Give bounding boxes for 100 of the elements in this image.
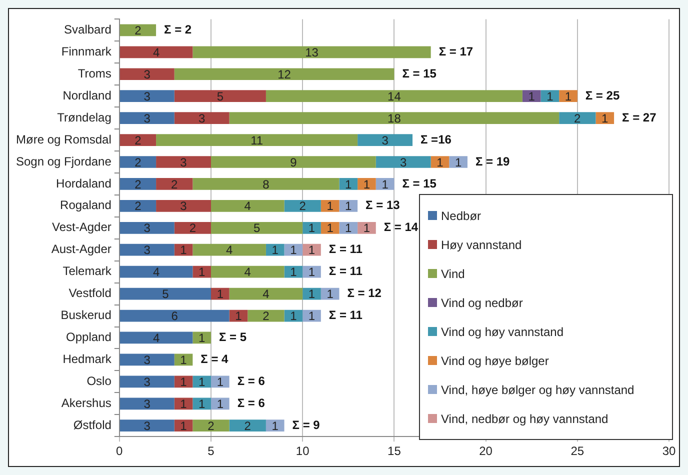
bar <box>211 156 376 168</box>
bar <box>120 398 174 410</box>
bar <box>229 420 266 432</box>
data-label: 1 <box>308 265 316 280</box>
y-tick-label: Troms <box>78 66 112 80</box>
data-label: 2 <box>134 177 142 192</box>
bar <box>192 376 211 388</box>
data-label: 1 <box>198 265 206 280</box>
data-label: 1 <box>198 374 206 389</box>
data-label: 12 <box>278 67 292 82</box>
y-tick-label: Østfold <box>73 418 112 432</box>
bar <box>192 244 266 256</box>
data-label: 1 <box>180 353 188 368</box>
total-label: Σ = 25 <box>585 88 620 102</box>
data-label: 1 <box>235 309 242 324</box>
x-tick-label: 25 <box>570 444 584 458</box>
bar <box>211 266 284 278</box>
y-tick-label: Svalbard <box>64 22 112 36</box>
bar <box>174 222 211 234</box>
bar <box>449 156 468 168</box>
data-label: 1 <box>308 287 316 302</box>
data-label: 2 <box>171 177 178 192</box>
data-label: 1 <box>180 243 188 258</box>
total-label: Σ = 17 <box>438 44 474 58</box>
data-label: 2 <box>189 221 196 236</box>
total-label: Σ = 2 <box>164 22 192 36</box>
data-label: 3 <box>198 111 206 126</box>
total-label: Σ = 13 <box>366 198 400 212</box>
total-label: Σ = 11 <box>328 264 363 278</box>
bar <box>120 310 230 322</box>
data-label: 1 <box>180 374 188 389</box>
total-label: Σ = 15 <box>402 66 437 80</box>
legend-label: Vind, høye bølger og høy vannstand <box>441 382 634 396</box>
data-label: 1 <box>345 221 352 236</box>
bar <box>266 90 522 102</box>
data-label: 1 <box>272 243 279 258</box>
data-label: 3 <box>144 89 151 104</box>
bar <box>174 398 193 410</box>
data-label: 13 <box>305 45 319 60</box>
bar <box>559 90 578 102</box>
data-label: 1 <box>546 89 554 104</box>
bar <box>248 310 284 322</box>
total-label: Σ =16 <box>420 132 452 146</box>
y-tick-label: Vestfold <box>68 286 112 300</box>
bar <box>120 156 156 168</box>
y-tick-label: Rogaland <box>60 198 112 212</box>
data-label: 3 <box>144 396 151 411</box>
bar <box>320 222 340 234</box>
bar <box>376 156 431 168</box>
bar <box>174 420 193 432</box>
data-label: 2 <box>134 155 142 170</box>
bar <box>192 46 431 58</box>
bar <box>120 46 193 58</box>
bar <box>302 244 321 256</box>
bar <box>522 90 541 102</box>
legend-label: Vind, nedbør og høy vannstand <box>441 412 608 426</box>
bar <box>376 178 394 190</box>
bar <box>266 420 284 432</box>
bar <box>192 398 211 410</box>
legend-label: Vind <box>441 266 465 280</box>
legend-label: Vind og nedbør <box>441 296 523 310</box>
legend-label: Høy vannstand <box>441 238 522 252</box>
data-label: 1 <box>308 243 316 258</box>
bar <box>339 200 358 212</box>
bar <box>120 376 174 388</box>
bar <box>156 156 211 168</box>
bar <box>156 134 358 146</box>
bar <box>229 112 560 124</box>
bar <box>120 266 193 278</box>
y-tick-label: Trøndelag <box>57 110 112 124</box>
y-tick-label: Oslo <box>86 374 112 388</box>
bar <box>266 244 284 256</box>
data-label: 3 <box>144 221 151 236</box>
data-label: 3 <box>144 111 151 126</box>
data-label: 3 <box>180 155 188 170</box>
bar <box>120 112 174 124</box>
legend-label: Vind og høye bølger <box>441 354 549 368</box>
bar <box>559 112 596 124</box>
data-label: 1 <box>454 155 462 170</box>
data-label: 1 <box>272 418 279 433</box>
bar <box>192 266 211 278</box>
data-label: 3 <box>400 155 408 170</box>
bar <box>174 376 193 388</box>
bar <box>120 222 174 234</box>
x-tick-label: 5 <box>208 444 215 458</box>
data-label: 2 <box>244 418 252 433</box>
y-tick-label: Oppland <box>66 330 112 344</box>
bar <box>284 200 321 212</box>
bar <box>192 178 340 190</box>
legend-label: Vind og høy vannstand <box>441 324 564 338</box>
data-label: 8 <box>262 177 270 192</box>
data-label: 2 <box>134 199 142 214</box>
x-tick-label: 10 <box>296 444 310 458</box>
bar <box>229 288 303 300</box>
bar <box>120 332 193 344</box>
data-label: 3 <box>180 199 188 214</box>
bar <box>302 222 321 234</box>
y-tick-label: Sogn og Fjordane <box>16 154 112 168</box>
total-label: Σ = 14 <box>384 220 418 234</box>
data-label: 1 <box>345 199 352 214</box>
